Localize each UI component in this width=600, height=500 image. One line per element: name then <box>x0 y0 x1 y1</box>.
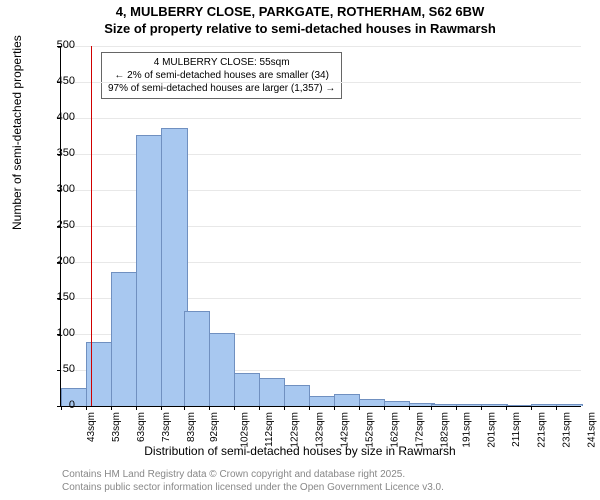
xtick-label: 142sqm <box>339 412 350 448</box>
xtick-mark <box>409 406 410 410</box>
xtick-label: 132sqm <box>314 412 325 448</box>
xtick-label: 53sqm <box>111 412 122 442</box>
ytick-label: 100 <box>45 327 75 339</box>
xtick-mark <box>234 406 235 410</box>
xtick-mark <box>431 406 432 410</box>
xtick-label: 201sqm <box>487 412 498 448</box>
ytick-label: 400 <box>45 111 75 123</box>
xtick-mark <box>259 406 260 410</box>
ytick-label: 50 <box>45 363 75 375</box>
histogram-bar <box>309 396 336 406</box>
annotation-box: 4 MULBERRY CLOSE: 55sqm ← 2% of semi-det… <box>101 52 342 99</box>
annot-line-1: 4 MULBERRY CLOSE: 55sqm <box>108 56 335 69</box>
histogram-bar <box>209 333 236 406</box>
ytick-label: 200 <box>45 255 75 267</box>
chart-title: 4, MULBERRY CLOSE, PARKGATE, ROTHERHAM, … <box>0 0 600 38</box>
histogram-bar <box>456 404 483 406</box>
xtick-label: 63sqm <box>136 412 147 442</box>
ytick-label: 300 <box>45 183 75 195</box>
xtick-mark <box>334 406 335 410</box>
grid-line <box>61 46 581 47</box>
ytick-label: 450 <box>45 75 75 87</box>
xtick-mark <box>531 406 532 410</box>
xtick-label: 43sqm <box>86 412 97 442</box>
histogram-bar <box>431 404 458 406</box>
xtick-label: 241sqm <box>587 412 598 448</box>
xtick-label: 172sqm <box>414 412 425 448</box>
histogram-bar <box>136 135 163 406</box>
histogram-bar <box>234 373 261 406</box>
xtick-label: 162sqm <box>389 412 400 448</box>
histogram-bar <box>531 404 558 406</box>
histogram-bar <box>359 399 386 406</box>
xtick-mark <box>309 406 310 410</box>
xtick-mark <box>86 406 87 410</box>
histogram-bar <box>556 404 583 406</box>
xtick-mark <box>161 406 162 410</box>
xtick-label: 182sqm <box>439 412 450 448</box>
y-axis-label: Number of semi-detached properties <box>10 35 24 230</box>
ytick-label: 0 <box>45 399 75 411</box>
xtick-mark <box>481 406 482 410</box>
xtick-label: 92sqm <box>209 412 220 442</box>
xtick-mark <box>136 406 137 410</box>
xtick-label: 191sqm <box>462 412 473 448</box>
xtick-mark <box>184 406 185 410</box>
ytick-label: 350 <box>45 147 75 159</box>
histogram-bar <box>481 404 508 406</box>
xtick-mark <box>384 406 385 410</box>
xtick-mark <box>456 406 457 410</box>
xtick-label: 83sqm <box>186 412 197 442</box>
credit-line-1: Contains HM Land Registry data © Crown c… <box>62 468 444 481</box>
title-line-2: Size of property relative to semi-detach… <box>0 21 600 38</box>
ytick-label: 500 <box>45 39 75 51</box>
annot-line-2: ← 2% of semi-detached houses are smaller… <box>108 69 335 82</box>
grid-line <box>61 82 581 83</box>
ytick-label: 150 <box>45 291 75 303</box>
xtick-mark <box>209 406 210 410</box>
histogram-bar <box>111 272 138 406</box>
grid-line <box>61 118 581 119</box>
marker-line <box>91 46 92 406</box>
credit-line-2: Contains public sector information licen… <box>62 481 444 494</box>
xtick-label: 102sqm <box>239 412 250 448</box>
plot-area: 4 MULBERRY CLOSE: 55sqm ← 2% of semi-det… <box>60 46 581 407</box>
ytick-label: 250 <box>45 219 75 231</box>
xtick-mark <box>359 406 360 410</box>
annot-line-3: 97% of semi-detached houses are larger (… <box>108 82 335 95</box>
xtick-label: 152sqm <box>364 412 375 448</box>
xtick-label: 122sqm <box>289 412 300 448</box>
histogram-bar <box>259 378 286 406</box>
xtick-mark <box>284 406 285 410</box>
histogram-bar <box>86 342 113 406</box>
credits: Contains HM Land Registry data © Crown c… <box>62 468 444 494</box>
xtick-label: 112sqm <box>263 412 274 447</box>
histogram-bar <box>334 394 361 406</box>
xtick-label: 231sqm <box>562 412 573 448</box>
title-line-1: 4, MULBERRY CLOSE, PARKGATE, ROTHERHAM, … <box>0 4 600 21</box>
histogram-bar <box>384 401 411 406</box>
xtick-mark <box>506 406 507 410</box>
histogram-bar <box>284 385 311 406</box>
xtick-label: 221sqm <box>537 412 548 448</box>
xtick-label: 211sqm <box>511 412 522 447</box>
xtick-label: 73sqm <box>161 412 172 442</box>
chart-container: 4, MULBERRY CLOSE, PARKGATE, ROTHERHAM, … <box>0 0 600 500</box>
histogram-bar <box>184 311 211 406</box>
xtick-mark <box>111 406 112 410</box>
histogram-bar <box>506 405 533 406</box>
xtick-mark <box>556 406 557 410</box>
